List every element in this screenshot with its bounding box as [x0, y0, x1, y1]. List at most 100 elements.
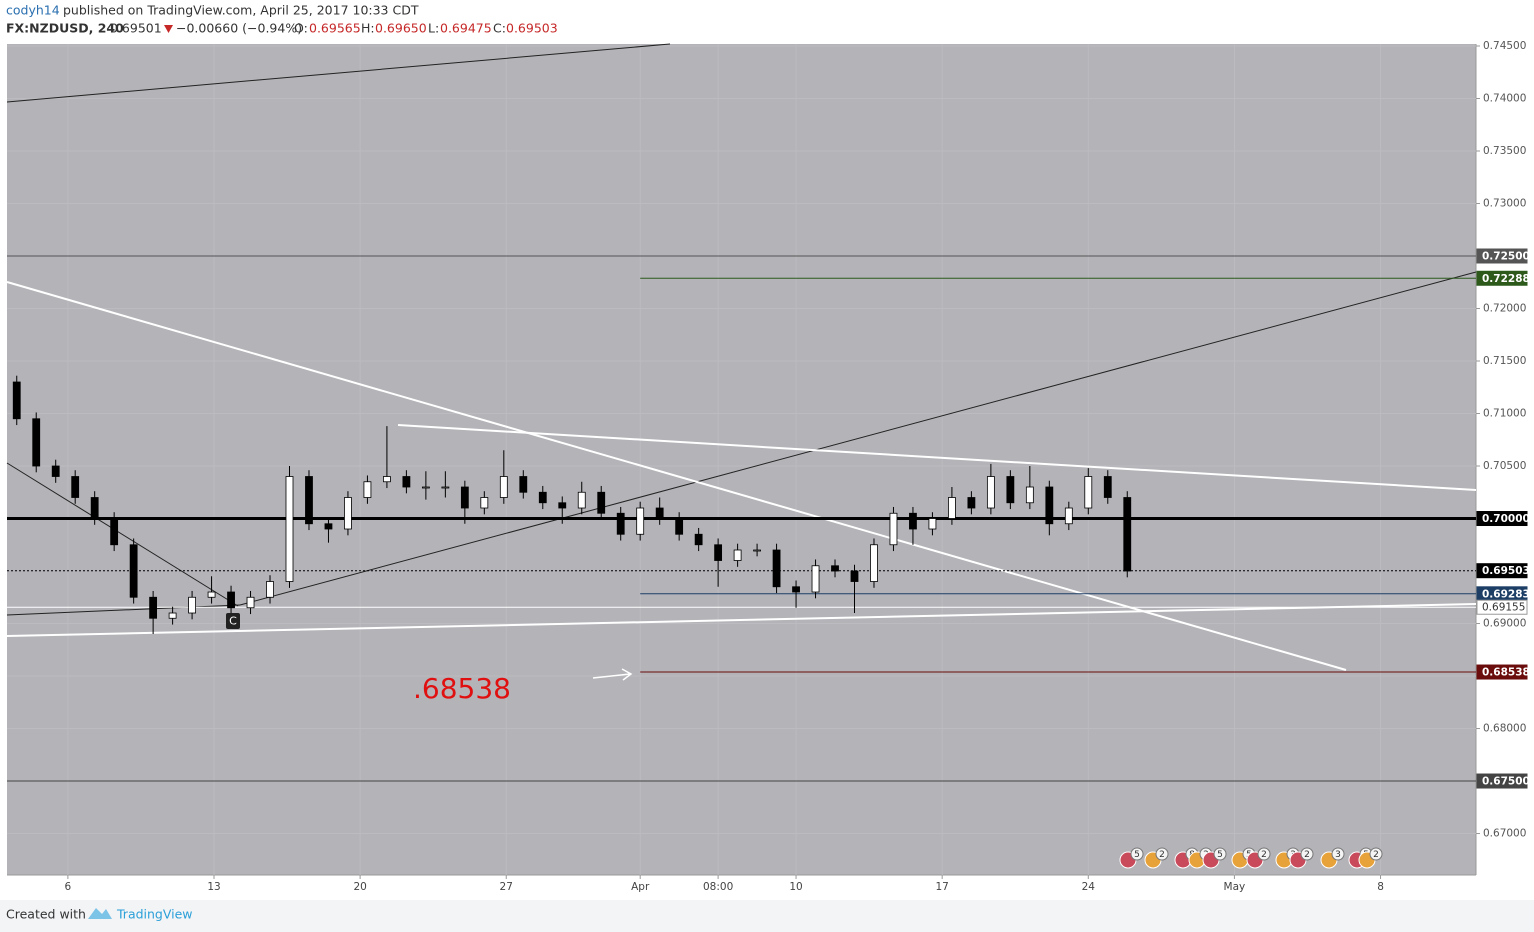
event-badge [1300, 847, 1314, 861]
price-label: 0.69503 [1482, 565, 1530, 577]
price-label: 0.67500 [1482, 776, 1530, 788]
event-count: 5 [1217, 850, 1223, 860]
candle-body [909, 512, 917, 530]
candle-body [110, 518, 119, 546]
plot [7, 255, 1476, 782]
candle-body [1103, 476, 1112, 498]
x-tick-label: 08:00 [703, 881, 733, 893]
candle-body [538, 491, 547, 504]
low: 0.69475 [440, 21, 492, 36]
y-tick-label: 0.68000 [1483, 723, 1526, 735]
price-label: 0.68538 [1482, 667, 1530, 679]
x-tick-label: 27 [500, 881, 513, 893]
candle-body [792, 586, 800, 593]
y-tick-label: 0.71000 [1483, 408, 1526, 420]
x-tick-label: May [1224, 881, 1246, 893]
candle-body [305, 476, 313, 525]
candle-body [1123, 497, 1132, 572]
candle-body [499, 476, 508, 498]
event-badge [1331, 847, 1345, 861]
low-label: L: [428, 21, 439, 36]
candle-body [1025, 486, 1034, 504]
high: 0.69650 [375, 21, 427, 36]
candle-body [616, 512, 625, 535]
event-count: 2 [1373, 850, 1379, 860]
candle-body [266, 581, 274, 598]
arrow [592, 673, 631, 679]
trendline [239, 271, 1477, 606]
candle-body [577, 491, 586, 509]
event-count: 2 [1261, 850, 1267, 860]
x-tick-label: 6 [65, 881, 72, 893]
candle-body [32, 418, 41, 467]
candle-body [675, 518, 684, 535]
price-label-box [1476, 563, 1528, 579]
x-tick-label: Apr [631, 881, 650, 893]
candle-body [1006, 476, 1015, 504]
logo [88, 908, 112, 919]
close-label: C: [493, 21, 506, 36]
open-label: O: [294, 21, 308, 36]
candle-body [733, 549, 742, 561]
y-tick-label: 0.69000 [1483, 618, 1526, 630]
symbol: FX:NZDUSD, 240 [6, 21, 124, 36]
high-label: H: [361, 21, 375, 36]
grid [7, 44, 1476, 875]
last-price: 0.69501 [110, 21, 162, 36]
y-tick-label: 0.74500 [1483, 40, 1526, 52]
candle-body [1045, 486, 1054, 525]
price-axis: 0.74500 0.74000 0.73500 0.73000 0.72000 0.715… [65, 40, 1530, 893]
event-count: 3 [1335, 850, 1341, 860]
y-tick-label: 0.70500 [1483, 460, 1526, 472]
candle-body [753, 549, 761, 552]
candle-body [694, 533, 703, 546]
candle-body [928, 518, 937, 530]
price-label-box [1476, 773, 1528, 789]
annotation: .68538 [413, 672, 511, 705]
candle-body [51, 465, 60, 477]
event-badge [1130, 847, 1144, 861]
y-tick-label: 0.73000 [1483, 198, 1526, 210]
candle-body [889, 512, 898, 546]
trendlines [6, 43, 1477, 681]
y-tick-label: 0.67000 [1483, 828, 1526, 840]
candle-body [772, 549, 781, 588]
candle-body [986, 476, 995, 509]
published: published on TradingView.com, April 25, … [63, 3, 419, 18]
x-tick-label: 17 [935, 881, 948, 893]
candle-body [12, 381, 21, 420]
event-count: 5 [1134, 850, 1140, 860]
marker-box [226, 613, 240, 629]
candle-body [558, 502, 567, 509]
candle-body [948, 497, 956, 519]
candle-body [129, 544, 138, 598]
candle-body [870, 544, 878, 582]
price-label-box [1476, 511, 1528, 527]
candle-body [344, 497, 352, 530]
candle-body [597, 491, 606, 514]
price-label: 0.69283 [1482, 588, 1530, 600]
author[interactable]: codyh14 [6, 3, 60, 18]
candle-body [831, 565, 839, 572]
y-tick-label: 0.71500 [1483, 355, 1526, 367]
arrow-head [621, 668, 633, 681]
open: 0.69565 [309, 21, 361, 36]
candle-body [90, 497, 99, 519]
candle-body [402, 476, 411, 488]
event-badge [1155, 847, 1169, 861]
event-count: 2 [1304, 850, 1310, 860]
candle-body [480, 497, 489, 509]
candle-body [655, 507, 664, 519]
trendline [397, 424, 1477, 491]
candle-body [363, 481, 372, 498]
change: −0.00660 (−0.94%) [176, 21, 302, 36]
candle-body [850, 570, 859, 582]
y-tick-label: 0.73500 [1483, 145, 1526, 157]
candle-body [207, 591, 216, 598]
created-with: Created with [6, 907, 86, 922]
candle-body [714, 544, 723, 561]
x-tick-label: 13 [207, 881, 220, 893]
candle-body [285, 476, 294, 582]
brand[interactable]: TradingView [116, 907, 193, 922]
